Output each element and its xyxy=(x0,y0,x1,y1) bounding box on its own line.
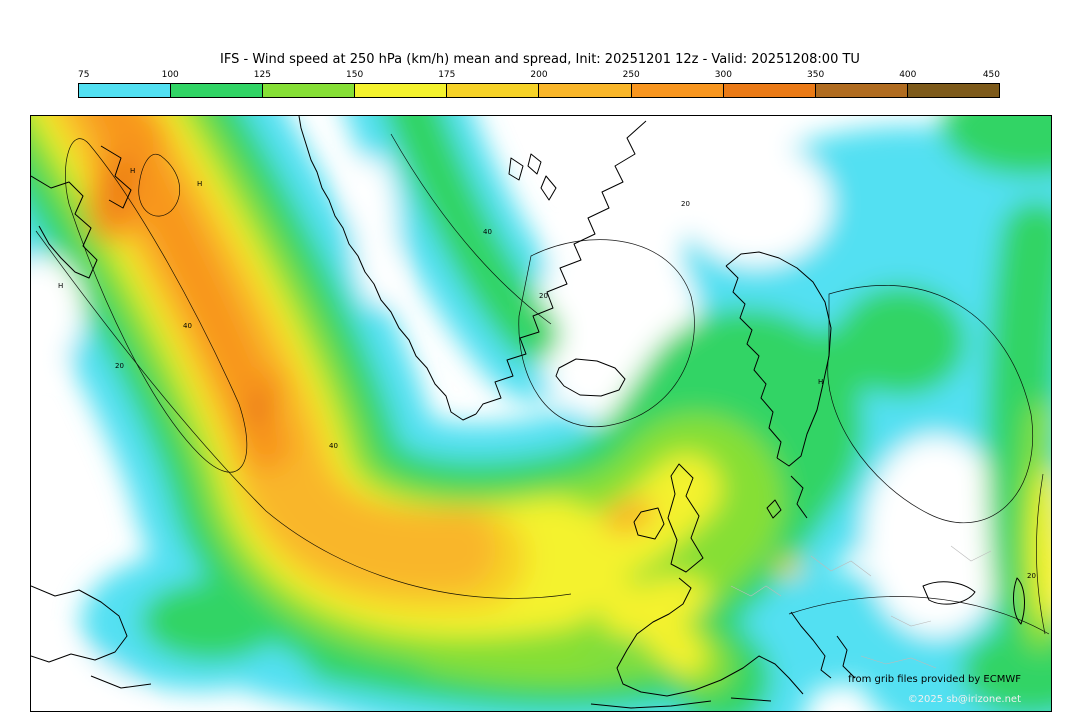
contour-labels: H H H 40 20 40 20 H 20 40 20 xyxy=(58,167,1036,580)
contour-line xyxy=(788,596,1050,635)
coastline-greenland-east xyxy=(475,120,647,415)
wind-field xyxy=(31,116,1051,711)
coastline-italy xyxy=(790,611,856,679)
colorbar-ticks: 75 100 125 150 175 200 250 300 350 400 450 xyxy=(78,70,1000,83)
colorbar-tick: 400 xyxy=(899,70,917,80)
map-frame: H H H 40 20 40 20 H 20 40 20 from grib files provi… xyxy=(30,115,1052,712)
colorbar-tick: 350 xyxy=(807,70,825,80)
colorbar-segment xyxy=(631,84,724,97)
coastline-labrador xyxy=(31,585,152,689)
border-line xyxy=(810,555,872,577)
contour-label: 20 xyxy=(1027,572,1036,580)
coastline-ireland xyxy=(633,507,665,540)
field-white-hole xyxy=(864,436,1008,636)
colorbar-segment xyxy=(815,84,908,97)
coastline-baltic xyxy=(766,475,808,519)
contour-line xyxy=(390,133,552,325)
field-blob xyxy=(941,116,1051,176)
coastline-black-sea xyxy=(922,581,976,605)
colorbar-tick: 200 xyxy=(530,70,548,80)
colorbar-segment xyxy=(355,84,448,97)
colorbar-segment xyxy=(723,84,816,97)
coastline-africa xyxy=(590,697,772,709)
colorbar-tick: 175 xyxy=(438,70,456,80)
contour-label: H xyxy=(58,282,63,290)
colorbar-tick: 125 xyxy=(253,70,271,80)
field-white-hole xyxy=(354,156,398,306)
colorbar-tick: 250 xyxy=(622,70,640,80)
contour-label: 40 xyxy=(183,322,192,330)
contour-line xyxy=(35,230,572,599)
contour-line xyxy=(1036,473,1046,635)
field-blob xyxy=(141,581,281,661)
country-borders xyxy=(730,545,992,669)
colorbar-tick: 450 xyxy=(982,70,1000,80)
page-title: IFS - Wind speed at 250 hPa (km/h) mean … xyxy=(220,52,860,67)
coastline-svalbard xyxy=(508,153,557,201)
coastline-iceland xyxy=(555,358,626,397)
coastline-europe-west xyxy=(616,577,804,697)
contour-label: 40 xyxy=(483,228,492,236)
coastline-britain xyxy=(667,463,704,573)
coastline-baffin xyxy=(31,145,132,279)
contour-line xyxy=(65,138,248,473)
spread-contours xyxy=(35,133,1050,635)
coastline-norway xyxy=(725,265,782,459)
field-white-hole xyxy=(681,142,831,266)
contour-label: H xyxy=(197,180,202,188)
field-blob xyxy=(248,386,270,430)
weather-map: H H H 40 20 40 20 H 20 40 20 from grib files provi… xyxy=(31,116,1051,711)
attribution-ecmwf: from grib files provided by ECMWF xyxy=(848,674,1021,685)
attribution-copyright: ©2025 sb@irizone.net xyxy=(908,694,1021,705)
border-line xyxy=(890,545,992,627)
field-blob xyxy=(603,575,709,637)
contour-label: H xyxy=(818,378,823,386)
contour-label: 40 xyxy=(329,442,338,450)
field-blob xyxy=(385,116,561,362)
field-blob xyxy=(603,498,655,534)
colorbar-segment xyxy=(539,84,632,97)
colorbar-segment xyxy=(447,84,540,97)
contour-label: 20 xyxy=(539,292,548,300)
colorbar-tick: 75 xyxy=(78,70,90,80)
colorbar-tick: 100 xyxy=(161,70,179,80)
colorbar-bar xyxy=(78,83,1000,98)
colorbar: 75 100 125 150 175 200 250 300 350 400 450 xyxy=(78,70,1000,98)
field-blob xyxy=(775,559,803,577)
contour-label: 20 xyxy=(681,200,690,208)
coastline-caspian xyxy=(1013,577,1025,625)
field-blob xyxy=(1031,466,1051,626)
contour-label: H xyxy=(130,167,135,175)
contour-line xyxy=(827,285,1033,524)
colorbar-segment xyxy=(907,84,999,97)
colorbar-segment xyxy=(263,84,356,97)
field-blob xyxy=(961,626,1051,711)
colorbar-tick: 300 xyxy=(714,70,732,80)
coastline-greenland-west xyxy=(298,116,477,421)
contour-line xyxy=(138,153,180,217)
field-white-hole xyxy=(31,649,136,711)
colorbar-segment xyxy=(79,84,172,97)
colorbar-tick: 150 xyxy=(346,70,364,80)
coastline-scandinavia xyxy=(725,251,832,467)
border-line xyxy=(860,655,937,669)
contour-label: 20 xyxy=(115,362,124,370)
field-white-hole xyxy=(31,256,83,366)
colorbar-segment xyxy=(171,84,264,97)
field-blob xyxy=(836,286,966,396)
coastlines xyxy=(31,116,1025,709)
border-line xyxy=(730,585,782,597)
contour-line xyxy=(518,239,695,428)
